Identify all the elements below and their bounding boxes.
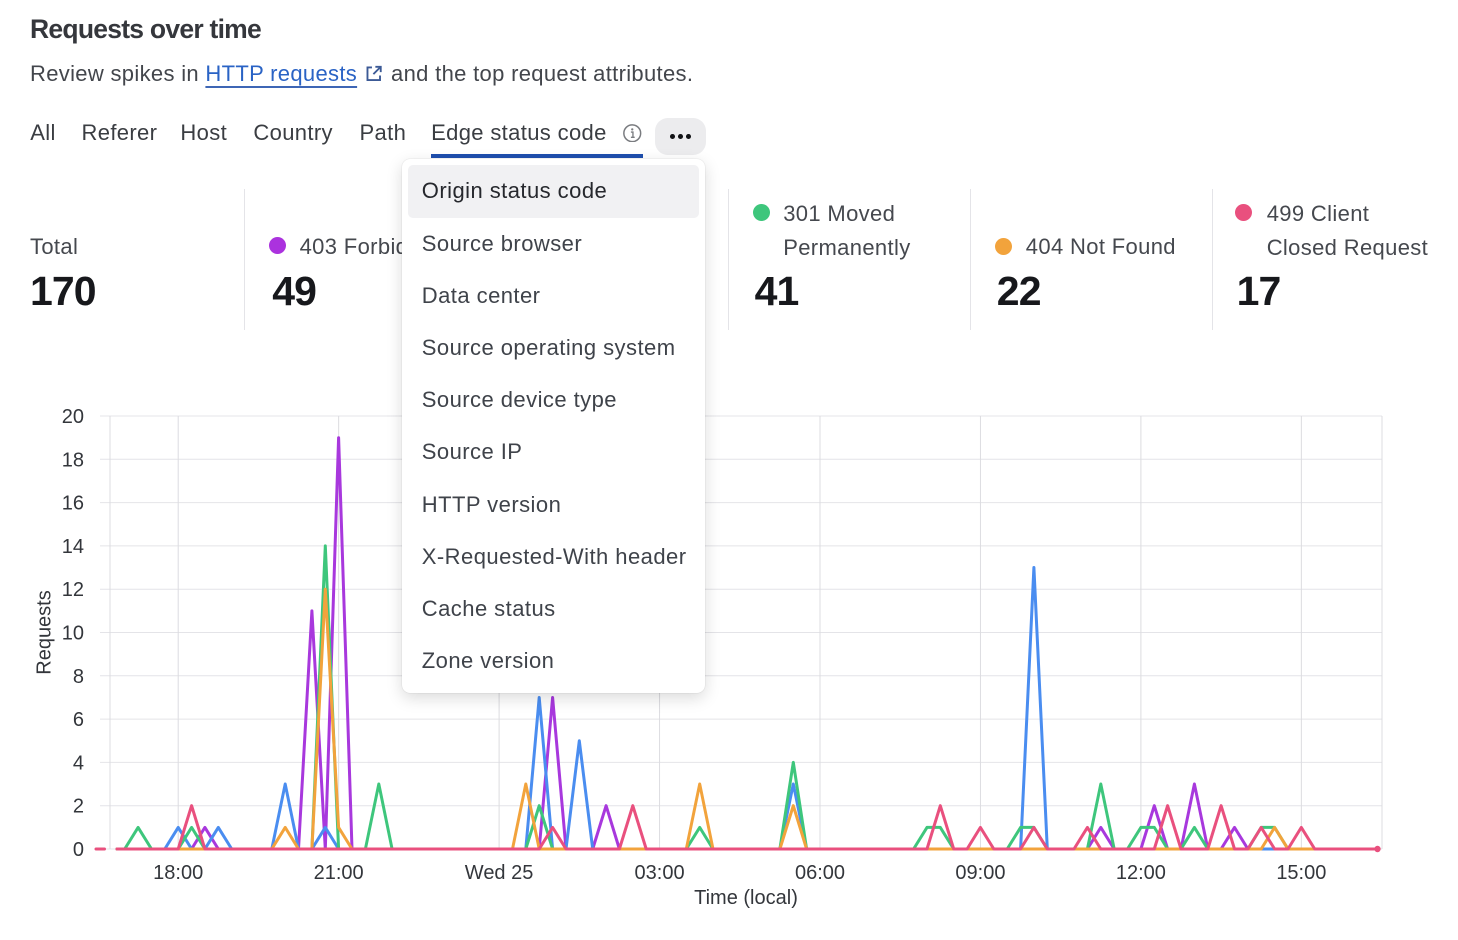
svg-text:10: 10 (62, 623, 84, 645)
svg-text:12: 12 (62, 579, 84, 601)
svg-text:20: 20 (62, 406, 84, 428)
svg-text:Requests: Requests (34, 590, 56, 675)
svg-text:Time (local): Time (local) (694, 887, 798, 909)
svg-text:8: 8 (73, 666, 84, 688)
svg-text:18: 18 (62, 449, 84, 471)
svg-text:12:00: 12:00 (1116, 862, 1166, 884)
svg-text:18:00: 18:00 (153, 862, 203, 884)
svg-text:06:00: 06:00 (795, 862, 845, 884)
svg-text:21:00: 21:00 (314, 862, 364, 884)
svg-text:2: 2 (73, 796, 84, 818)
svg-text:Wed 25: Wed 25 (465, 862, 534, 884)
svg-text:0: 0 (73, 839, 84, 861)
svg-text:16: 16 (62, 493, 84, 515)
svg-text:09:00: 09:00 (955, 862, 1005, 884)
svg-text:6: 6 (73, 709, 84, 731)
svg-text:4: 4 (73, 752, 84, 774)
svg-text:14: 14 (62, 536, 84, 558)
svg-text:15:00: 15:00 (1276, 862, 1326, 884)
svg-text:03:00: 03:00 (635, 862, 685, 884)
